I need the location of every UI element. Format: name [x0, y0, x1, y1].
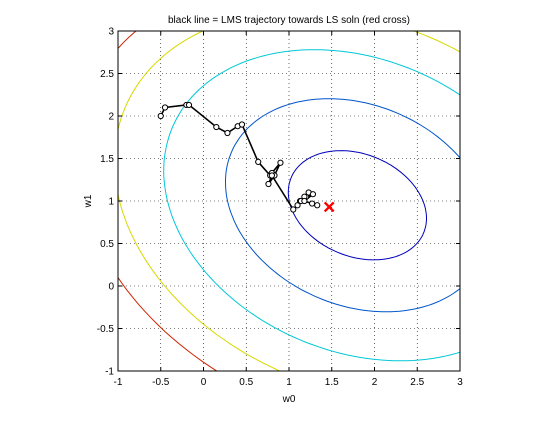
y-tick-label: 0.5: [100, 239, 114, 250]
ls-solution-cross-stroke: [323, 201, 335, 213]
y-tick-label: 3: [108, 27, 114, 38]
contour-line: [118, 31, 460, 371]
y-tick-label: 2.5: [100, 69, 114, 80]
y-tick-label: 0: [108, 282, 114, 293]
trajectory-point: [213, 123, 220, 131]
trajectory-point: [308, 200, 316, 207]
contour-line: [287, 150, 427, 261]
trajectory-point: [161, 104, 169, 111]
trajectory-point: [185, 101, 193, 109]
y-tick-label: 1: [108, 197, 114, 208]
trajectory-point: [265, 180, 272, 188]
y-tick-label: -0.5: [97, 324, 115, 335]
trajectory-point: [301, 197, 308, 205]
contour-line: [225, 98, 460, 313]
trajectory-point: [224, 129, 231, 137]
trajectory-point: [238, 121, 246, 128]
ls-solution-marker: [323, 201, 335, 213]
trajectory-point: [290, 206, 297, 213]
lms-trajectory: [157, 101, 321, 213]
contour-lines: [118, 31, 460, 371]
x-tick-label: 1: [286, 377, 292, 388]
x-tick-label: 0.5: [239, 377, 253, 388]
y-tick-label: 1.5: [100, 154, 114, 165]
axis-ticks: -1 -0.5 0 0.5 1 1.5 2 2.5 3 -1 -0.5 0 0.5 1 1.5 2 2.5 3: [97, 27, 463, 389]
trajectory-point: [255, 158, 262, 165]
trajectory-point: [277, 159, 284, 166]
y-tick-label: -1: [105, 367, 114, 378]
x-tick-label: 2.5: [410, 377, 424, 388]
trajectory-point: [314, 202, 321, 209]
contour-line: [163, 49, 460, 362]
x-tick-label: 1.5: [325, 377, 339, 388]
y-tick-label: 2: [108, 112, 114, 123]
chart-title: black line = LMS trajectory towards LS s…: [168, 15, 410, 26]
trajectory-point: [309, 191, 317, 198]
x-tick-label: -1: [114, 377, 123, 388]
trajectory-point: [268, 172, 275, 179]
x-tick-label: -0.5: [152, 377, 170, 388]
trajectory-point: [157, 112, 164, 120]
x-axis-label: w0: [282, 394, 296, 405]
x-tick-label: 2: [372, 377, 378, 388]
y-axis-label: w1: [83, 194, 94, 208]
x-tick-label: 0: [201, 377, 207, 388]
x-tick-label: 3: [457, 377, 463, 388]
grid: [118, 31, 460, 371]
